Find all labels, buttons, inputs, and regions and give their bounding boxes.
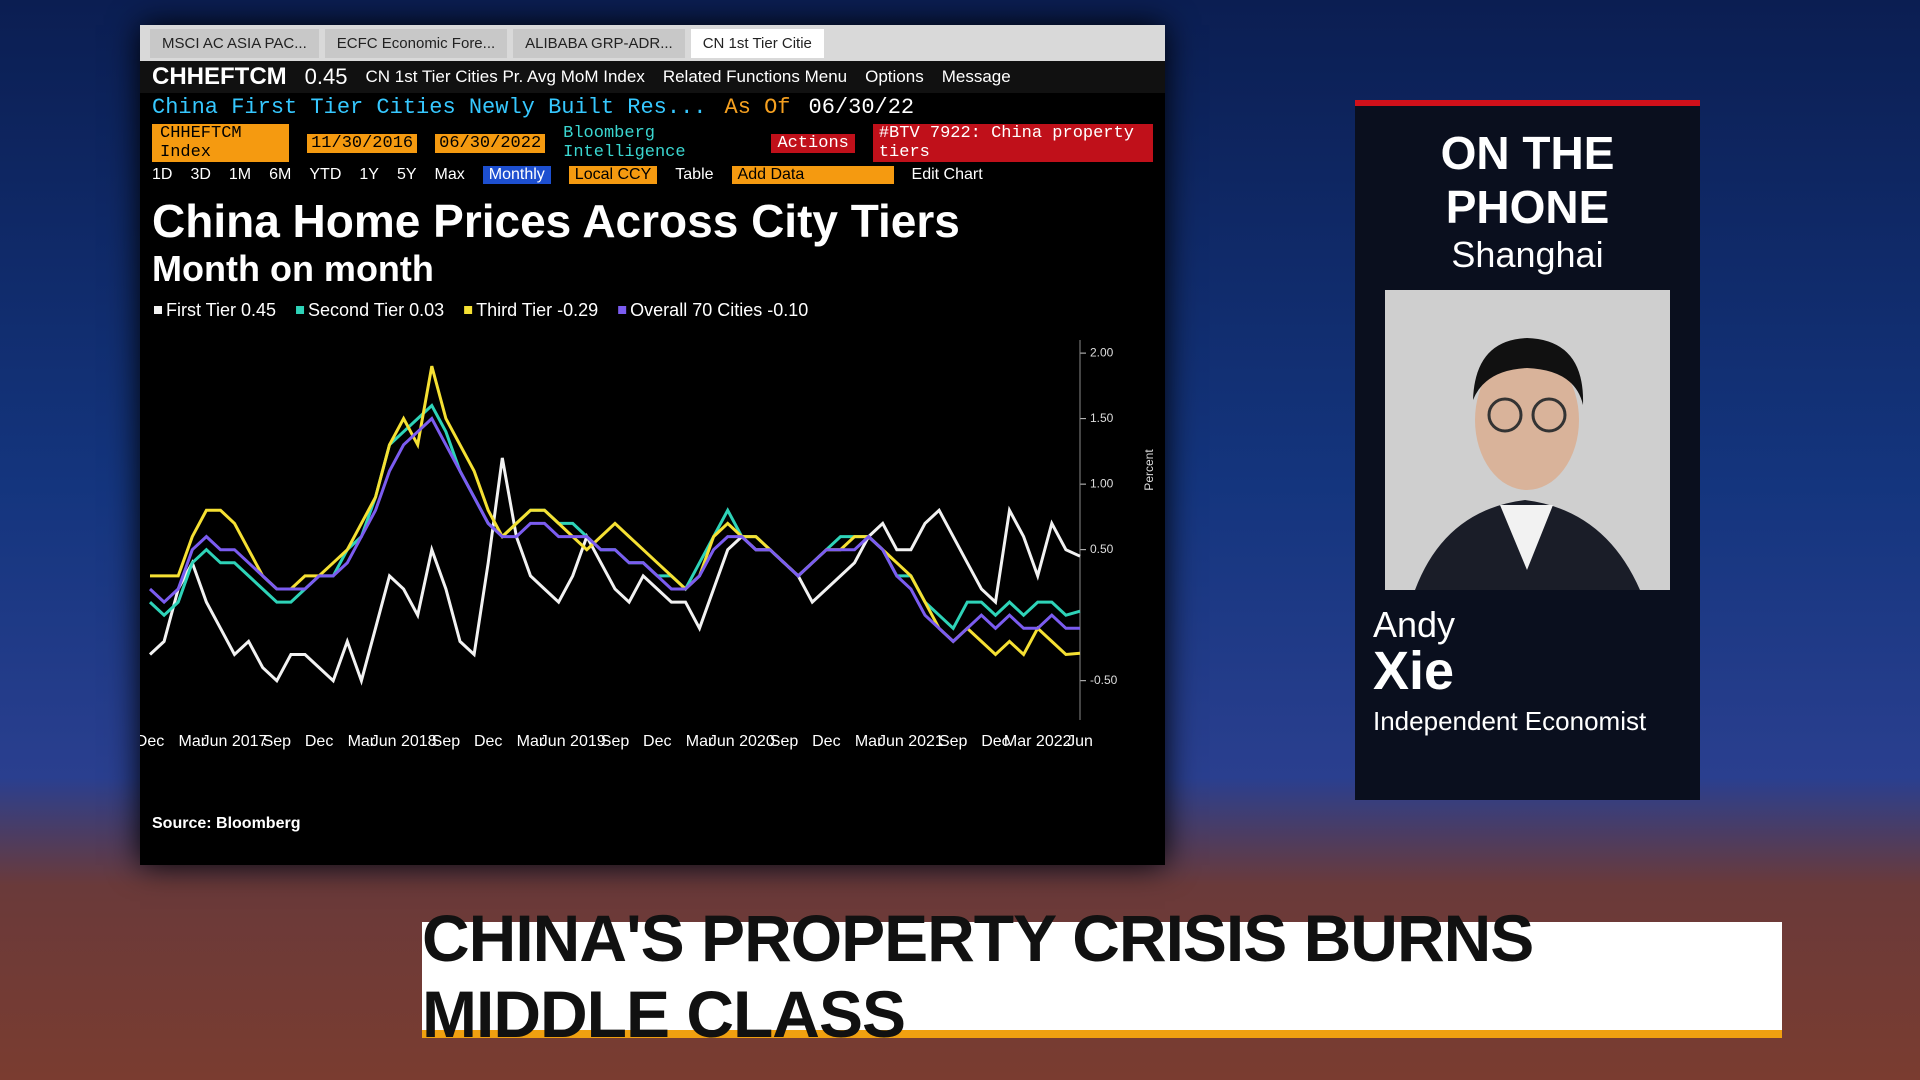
last-name: Xie [1373, 641, 1455, 701]
last-price: 0.45 [304, 64, 348, 89]
terminal: MSCI AC ASIA PAC... ECFC Economic Fore..… [136, 25, 1165, 865]
x-tick-label: Mar [517, 733, 545, 750]
x-tick-label: Jun 2021 [878, 733, 944, 750]
edit-chart[interactable]: Edit Chart [911, 166, 983, 183]
x-tick-label: Dec [812, 733, 840, 750]
x-tick-label: Jun [1067, 733, 1093, 750]
x-tick-label: Mar [855, 733, 883, 750]
x-tick-label: Sep [263, 733, 292, 750]
x-tick-label: Jun 2019 [540, 733, 606, 750]
legend-label: Second Tier 0.03 [308, 300, 444, 320]
period[interactable]: 5Y [396, 166, 417, 183]
city: Shanghai [1451, 234, 1604, 275]
period[interactable]: 1Y [359, 166, 379, 183]
legend-swatch [154, 306, 162, 314]
message[interactable]: Message [941, 67, 1011, 86]
y-tick-label: -0.50 [1090, 673, 1118, 687]
period[interactable]: 6M [269, 166, 292, 183]
tab[interactable]: MSCI AC ASIA PAC... [150, 28, 319, 58]
chart-subtitle: Month on month [152, 248, 434, 289]
as-of: As Of [724, 95, 791, 120]
name-row: China First Tier Cities Newly Built Res.… [140, 93, 1165, 122]
legend-label: Third Tier -0.29 [476, 300, 598, 320]
series-line [148, 457, 1081, 686]
source: Source: Bloomberg [152, 815, 301, 832]
legend-swatch [464, 306, 473, 314]
x-tick-label: Dec [981, 733, 1009, 750]
period[interactable]: 3D [190, 166, 211, 183]
x-tick-label: Sep [770, 733, 799, 750]
banner: ON THE PHONE [1440, 127, 1615, 233]
long-name: China First Tier Cities Newly Built Res.… [152, 95, 707, 120]
x-tick-label: Dec [643, 733, 671, 750]
period-row: 1D 3D 1M 6M YTD 1Y 5Y Max Monthly Local … [140, 164, 1165, 186]
legend-label: First Tier 0.45 [166, 300, 276, 320]
x-tick-label: Mar [348, 733, 376, 750]
y-tick-label: 0.50 [1090, 542, 1114, 556]
legend-swatch [296, 306, 305, 314]
frequency[interactable]: Monthly [482, 166, 551, 184]
start-date[interactable]: 11/30/2016 [307, 133, 418, 153]
tab[interactable]: CN 1st Tier Citie [690, 28, 824, 58]
legend-swatch [618, 306, 627, 314]
y-tick-label: 1.00 [1090, 476, 1114, 490]
x-tick-label: Mar 2022 [1004, 733, 1072, 750]
period[interactable]: Max [434, 166, 465, 183]
period[interactable]: 1D [152, 166, 173, 183]
x-tick-label: Sep [939, 733, 968, 750]
x-tick-label: Mar [178, 733, 206, 750]
x-tick-label: Jun 2020 [709, 733, 775, 750]
x-tick-label: Jun 2017 [202, 733, 268, 750]
actions[interactable]: Actions [771, 133, 855, 153]
guest-panel: ON THE PHONE Shanghai Andy Xie Independe… [1355, 100, 1700, 800]
security-name: CN 1st Tier Cities Pr. Avg MoM Index [365, 67, 645, 86]
y-tick-label: 1.50 [1090, 411, 1114, 425]
end-date[interactable]: 06/30/2022 [435, 133, 546, 153]
btv[interactable]: #BTV 7922: China property tiers [872, 124, 1153, 162]
x-tick-label: Sep [601, 733, 630, 750]
tab[interactable]: ECFC Economic Fore... [324, 28, 508, 58]
period[interactable]: YTD [309, 166, 342, 183]
series-line [148, 416, 1080, 644]
x-tick-label: Sep [432, 733, 461, 750]
role: Independent Economist [1373, 706, 1647, 736]
header-row: CHHEFTCM 0.45 CN 1st Tier Cities Pr. Avg… [140, 61, 1165, 93]
add-data[interactable]: Add Data [731, 166, 894, 184]
as-of-date: 06/30/22 [808, 95, 915, 120]
period[interactable]: 1M [228, 166, 252, 183]
tab[interactable]: ALIBABA GRP-ADR... [513, 28, 685, 58]
related[interactable]: Related Functions Menu [662, 67, 848, 86]
series-line [150, 365, 1081, 657]
x-tick-label: Jun 2018 [371, 733, 437, 750]
series-line [148, 403, 1081, 631]
x-tick-label: Dec [474, 733, 502, 750]
y-tick-label: 2.00 [1090, 345, 1114, 359]
x-tick-label: Dec [140, 733, 164, 750]
currency[interactable]: Local CCY [568, 166, 658, 184]
guest-photo [1385, 290, 1670, 590]
chart: 2.00 1.50 1.00 0.50 -0.50 Percent First Tier 0… [136, 300, 1156, 750]
tab-bar: MSCI AC ASIA PAC... ECFC Economic Fore..… [140, 25, 1165, 61]
y-axis-label: Percent [1142, 449, 1156, 491]
index: CHHEFTCM Index [152, 124, 290, 162]
x-tick-label: Mar [686, 733, 714, 750]
chart-title: China Home Prices Across City Tiers [152, 195, 960, 247]
bi[interactable]: Bloomberg Intelligence [563, 124, 686, 162]
headline: CHINA'S PROPERTY CRISIS BURNS MIDDLE CLA… [422, 901, 1782, 1051]
ticker: CHHEFTCM [152, 63, 287, 90]
accent [1355, 100, 1700, 106]
first-name: Andy [1373, 604, 1456, 645]
chart-heading: China Home Prices Across City Tiers Mont… [140, 186, 1165, 290]
x-tick-label: Dec [305, 733, 333, 750]
options[interactable]: Options [865, 67, 924, 86]
table[interactable]: Table [675, 166, 714, 183]
index-row: CHHEFTCM Index 11/30/2016 06/30/2022 Blo… [140, 122, 1165, 164]
legend-label: Overall 70 Cities -0.10 [630, 300, 808, 320]
